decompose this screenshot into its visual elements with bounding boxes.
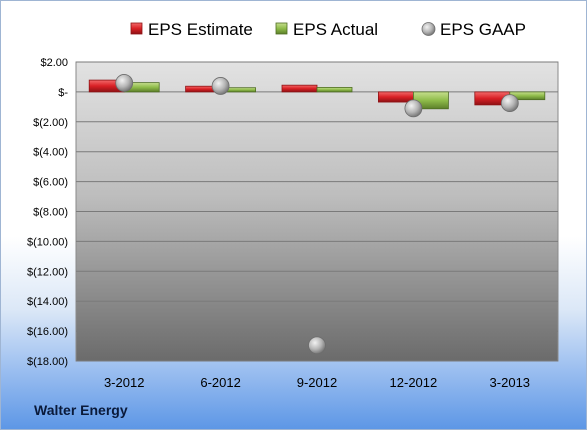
legend-swatch <box>275 22 288 35</box>
x-tick-label: 3-2013 <box>490 375 530 390</box>
eps-gaap-marker <box>500 94 519 113</box>
legend-eps-estimate: EPS Estimate <box>130 20 253 39</box>
eps-estimate-bar <box>281 84 318 93</box>
eps-gaap-marker <box>211 77 230 95</box>
legend-swatch <box>130 22 143 35</box>
legend-eps-gaap: EPS GAAP <box>421 20 526 39</box>
eps-estimate-bar <box>377 91 414 103</box>
legend-eps-actual: EPS Actual <box>275 20 378 39</box>
x-tick-label: 9-2012 <box>297 375 337 390</box>
y-tick-label: $(6.00) <box>33 177 68 189</box>
eps-gaap-marker <box>404 99 423 118</box>
y-tick-label: $- <box>58 87 68 99</box>
legend-label: EPS Actual <box>293 20 378 39</box>
company-label: Walter Energy <box>34 402 128 418</box>
y-tick-label: $(2.00) <box>33 117 68 129</box>
legend-label: EPS GAAP <box>440 20 526 39</box>
legend-swatch <box>421 22 436 36</box>
eps-actual-bar <box>316 87 353 93</box>
x-tick-label: 6-2012 <box>200 375 240 390</box>
eps-gaap-marker <box>308 336 326 355</box>
eps-gaap-marker <box>115 74 134 92</box>
x-tick-label: 12-2012 <box>390 375 438 390</box>
y-tick-label: $(12.00) <box>27 266 68 278</box>
y-tick-label: $(18.00) <box>27 356 68 368</box>
y-tick-label: $2.00 <box>40 57 68 69</box>
y-tick-label: $(16.00) <box>27 326 68 338</box>
y-tick-label: $(8.00) <box>33 207 68 219</box>
legend-label: EPS Estimate <box>148 20 253 39</box>
y-tick-label: $(10.00) <box>27 236 68 248</box>
x-tick-label: 3-2012 <box>104 375 144 390</box>
y-tick-label: $(4.00) <box>33 147 68 159</box>
y-tick-label: $(14.00) <box>27 296 68 308</box>
